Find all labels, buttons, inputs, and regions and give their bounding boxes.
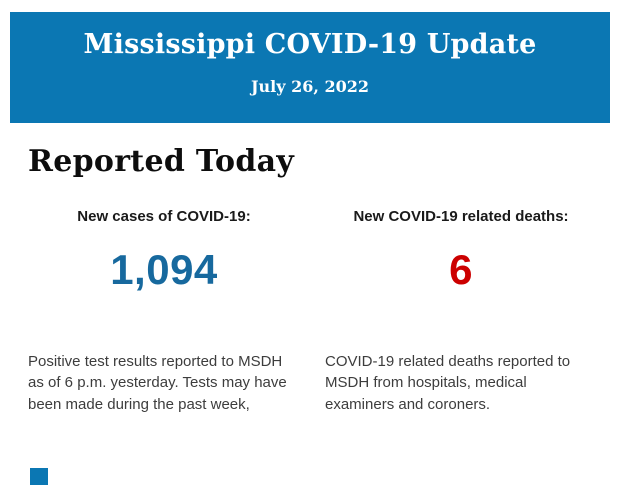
new-cases-description: Positive test results reported to MSDH a… <box>28 353 287 413</box>
page-title: Mississippi COVID-19 Update <box>83 29 537 60</box>
stat-new-cases: New cases of COVID-19: 1,094 Positive te… <box>28 208 300 415</box>
new-deaths-value: 6 <box>449 246 473 293</box>
stat-new-deaths: New COVID-19 related deaths: 6 COVID-19 … <box>325 208 597 415</box>
section-title-reported-today: Reported Today <box>28 144 295 179</box>
new-cases-label: New cases of COVID-19: <box>77 208 251 225</box>
header-banner: Mississippi COVID-19 Update July 26, 202… <box>10 12 610 123</box>
new-deaths-label: New COVID-19 related deaths: <box>353 208 569 225</box>
new-deaths-description: COVID-19 related deaths reported to MSDH… <box>325 353 571 413</box>
stats-columns: New cases of COVID-19: 1,094 Positive te… <box>28 208 597 415</box>
report-date: July 26, 2022 <box>250 77 370 96</box>
new-cases-value: 1,094 <box>110 246 218 293</box>
footer-banner-fragment <box>30 468 48 485</box>
